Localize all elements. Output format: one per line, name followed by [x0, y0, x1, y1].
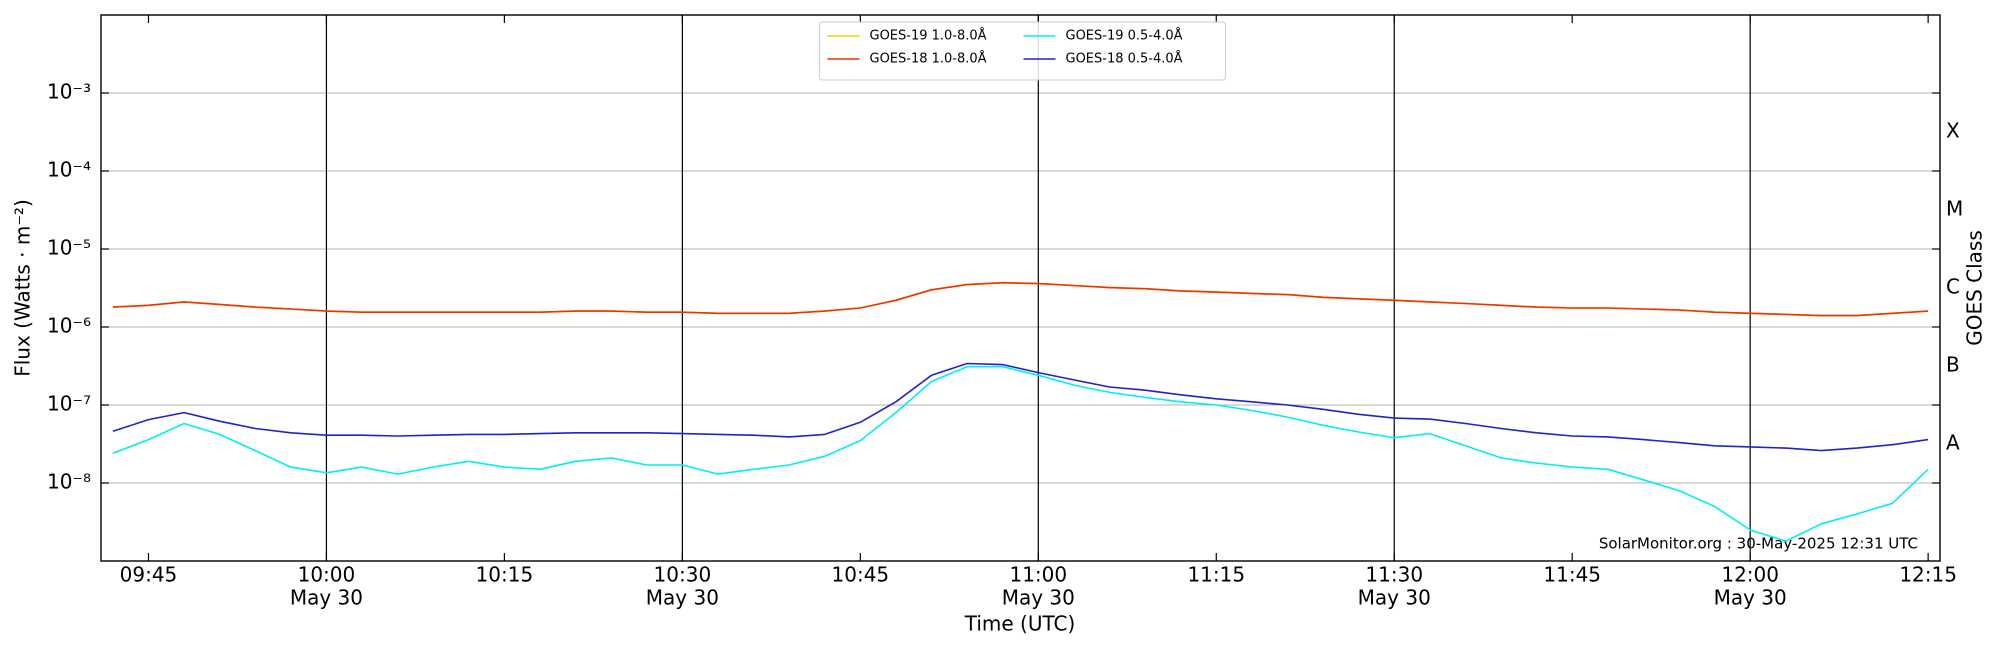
y2-tick-label: C — [1946, 275, 1960, 299]
y-tick-label: 10⁻⁴ — [47, 158, 91, 182]
y-tick-label: 10⁻⁸ — [47, 470, 91, 494]
x-tick-date: May 30 — [1358, 586, 1431, 610]
legend-box — [819, 21, 1226, 81]
x-tick-label: 11:45 — [1543, 563, 1601, 587]
x-tick-date: May 30 — [1714, 586, 1787, 610]
x-tick-date: May 30 — [290, 586, 363, 610]
x-tick-label: 11:00 — [1009, 563, 1067, 587]
x-tick-label: 10:15 — [476, 563, 534, 587]
series-line — [112, 281, 1929, 317]
series-line — [112, 281, 1929, 317]
x-tick-label: 11:30 — [1365, 563, 1423, 587]
y2-axis-label: GOES Class — [1963, 230, 1987, 346]
legend-label: GOES-18 1.0-8.0Å — [870, 51, 987, 67]
x-tick-label: 10:30 — [654, 563, 712, 587]
y-tick-label: 10⁻⁷ — [47, 392, 91, 416]
y2-tick-label: B — [1946, 353, 1960, 377]
plot-frame — [100, 14, 1941, 562]
x-tick-label: 10:45 — [832, 563, 890, 587]
series-line — [112, 362, 1929, 452]
y2-tick-label: X — [1946, 119, 1960, 143]
x-tick-label: 12:00 — [1721, 563, 1779, 587]
y-tick-label: 10⁻⁵ — [47, 236, 91, 260]
annotation: SolarMonitor.org : 30-May-2025 12:31 UTC — [1599, 535, 1918, 553]
x-tick-label: 12:15 — [1899, 563, 1957, 587]
x-tick-label: 10:00 — [298, 563, 356, 587]
x-axis-label: Time (UTC) — [964, 612, 1076, 636]
y-tick-label: 10⁻³ — [47, 80, 91, 104]
legend-label: GOES-19 0.5-4.0Å — [1066, 28, 1183, 44]
y-tick-label: 10⁻⁶ — [47, 314, 91, 338]
x-tick-label: 11:15 — [1187, 563, 1245, 587]
x-tick-label: 09:45 — [120, 563, 178, 587]
legend-label: GOES-19 1.0-8.0Å — [870, 28, 987, 44]
series-line — [112, 365, 1929, 542]
legend-label: GOES-18 0.5-4.0Å — [1066, 51, 1183, 67]
x-tick-date: May 30 — [646, 586, 719, 610]
y2-tick-label: A — [1946, 431, 1960, 455]
x-tick-date: May 30 — [1002, 586, 1075, 610]
y-axis-label: Flux (Watts · m⁻²) — [11, 199, 35, 377]
y2-tick-label: M — [1946, 197, 1963, 221]
